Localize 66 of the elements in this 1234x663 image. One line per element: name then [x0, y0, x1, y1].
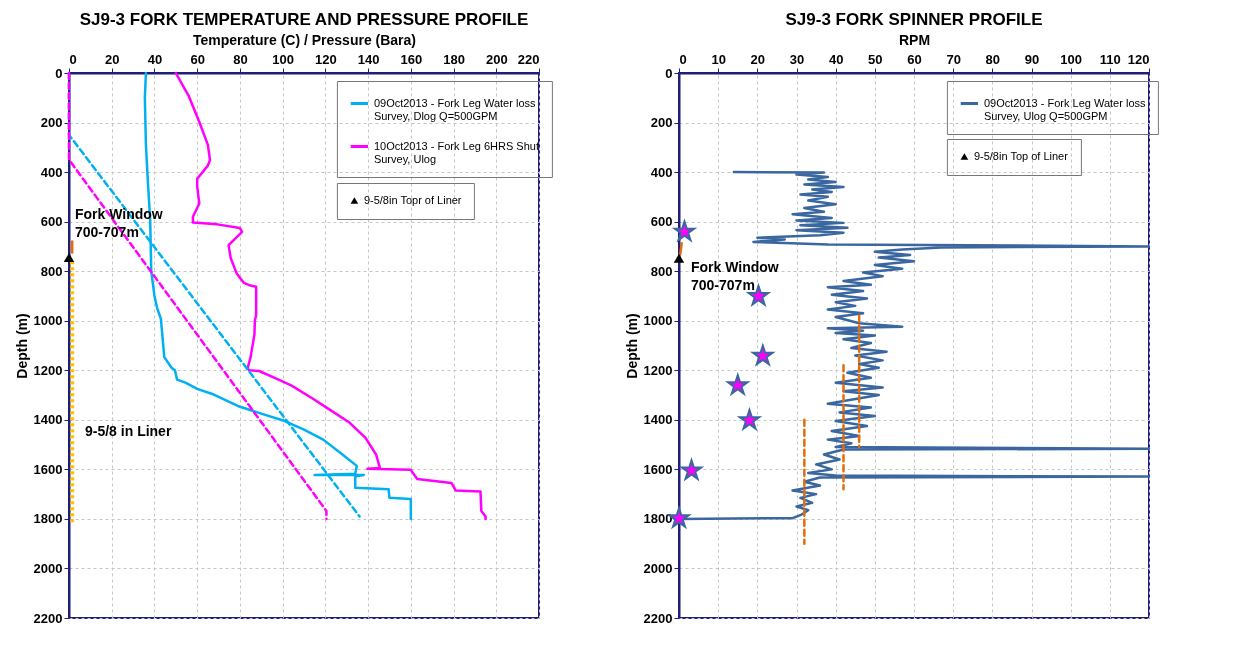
y-tick-label: 2200 — [643, 610, 673, 626]
legend-label: 09Oct2013 - Fork Leg Water loss Survey, Ulog Q=500GPM — [983, 96, 1147, 122]
x-tick-label: 0 — [679, 51, 687, 67]
legend-label: 9-5/8in Topr of Liner — [363, 193, 462, 206]
y-tick-label: 1400 — [33, 412, 63, 428]
x-axis-title: Temperature (C) / Pressure (Bara) — [192, 31, 417, 48]
x-tick-label: 100 — [1060, 51, 1083, 67]
point — [750, 342, 776, 367]
x-tick-label: 120 — [315, 51, 337, 67]
y-tick-label: 1200 — [643, 362, 673, 378]
y-tick-label: 1000 — [33, 313, 63, 329]
y-tick-label: 1600 — [643, 461, 673, 477]
annotation: 9-5/8 in Liner — [85, 423, 172, 439]
point — [679, 457, 705, 482]
point — [671, 218, 697, 243]
y-tick-label: 800 — [40, 263, 63, 279]
x-tick-label: 180 — [443, 51, 465, 67]
x-tick-label: 20 — [750, 51, 766, 67]
x-tick-label: 60 — [190, 51, 205, 67]
annotation: Fork Window 700-707m — [691, 259, 779, 293]
y-tick-label: 2200 — [33, 610, 63, 626]
y-tick-label: 1200 — [33, 362, 63, 378]
x-tick-label: 100 — [272, 51, 294, 67]
y-tick-label: 1400 — [643, 412, 673, 428]
x-tick-label: 80 — [985, 51, 1001, 67]
x-tick-label: 70 — [946, 51, 961, 67]
x-tick-label: 160 — [400, 51, 423, 67]
x-tick-label: 20 — [104, 51, 120, 67]
y-tick-label: 2000 — [33, 560, 63, 576]
chart-title: SJ9-3 FORK SPINNER PROFILE — [785, 10, 1043, 29]
point — [673, 253, 685, 263]
y-tick-label: 0 — [55, 65, 63, 81]
y-tick-label: 0 — [665, 65, 673, 81]
y-tick-label: 200 — [40, 115, 63, 131]
y-tick-label: 800 — [650, 263, 673, 279]
y-tick-label: 200 — [650, 115, 673, 131]
chart-title: SJ9-3 FORK TEMPERATURE AND PRESSURE PROFILE — [79, 10, 529, 29]
y-tick-label: 1600 — [33, 461, 63, 477]
x-tick-label: 40 — [147, 51, 163, 67]
x-tick-label: 220 — [517, 51, 540, 67]
x-tick-label: 10 — [711, 51, 726, 67]
x-tick-label: 50 — [868, 51, 883, 67]
x-tick-label: 90 — [1024, 51, 1040, 67]
legend-label: 09Oct2013 - Fork Leg Water loss Survey, Dlog Q=500GPM — [373, 96, 537, 122]
x-tick-label: 120 — [1127, 51, 1150, 67]
y-tick-label: 600 — [650, 214, 673, 230]
x-tick-label: 40 — [828, 51, 844, 67]
y-tick-label: 1800 — [33, 511, 63, 527]
x-tick-label: 140 — [357, 51, 380, 67]
x-tick-label: 200 — [485, 51, 508, 67]
y-axis-title: Depth (m) — [623, 313, 640, 379]
y-tick-label: 400 — [40, 164, 63, 180]
y-axis-title: Depth (m) — [13, 313, 30, 379]
x-tick-label: 80 — [233, 51, 248, 67]
y-tick-label: 400 — [650, 164, 673, 180]
y-tick-label: 1000 — [643, 313, 673, 329]
x-tick-label: 60 — [907, 51, 922, 67]
y-tick-label: 1800 — [643, 511, 673, 527]
x-tick-label: 0 — [69, 51, 77, 67]
x-axis-title: RPM — [898, 31, 931, 48]
x-tick-label: 30 — [789, 51, 805, 67]
y-tick-label: 600 — [40, 214, 63, 230]
legend-label: 9-5/8in Top of Liner — [973, 149, 1069, 162]
y-tick-label: 2000 — [643, 560, 673, 576]
x-tick-label: 110 — [1099, 51, 1121, 67]
point — [736, 407, 763, 432]
